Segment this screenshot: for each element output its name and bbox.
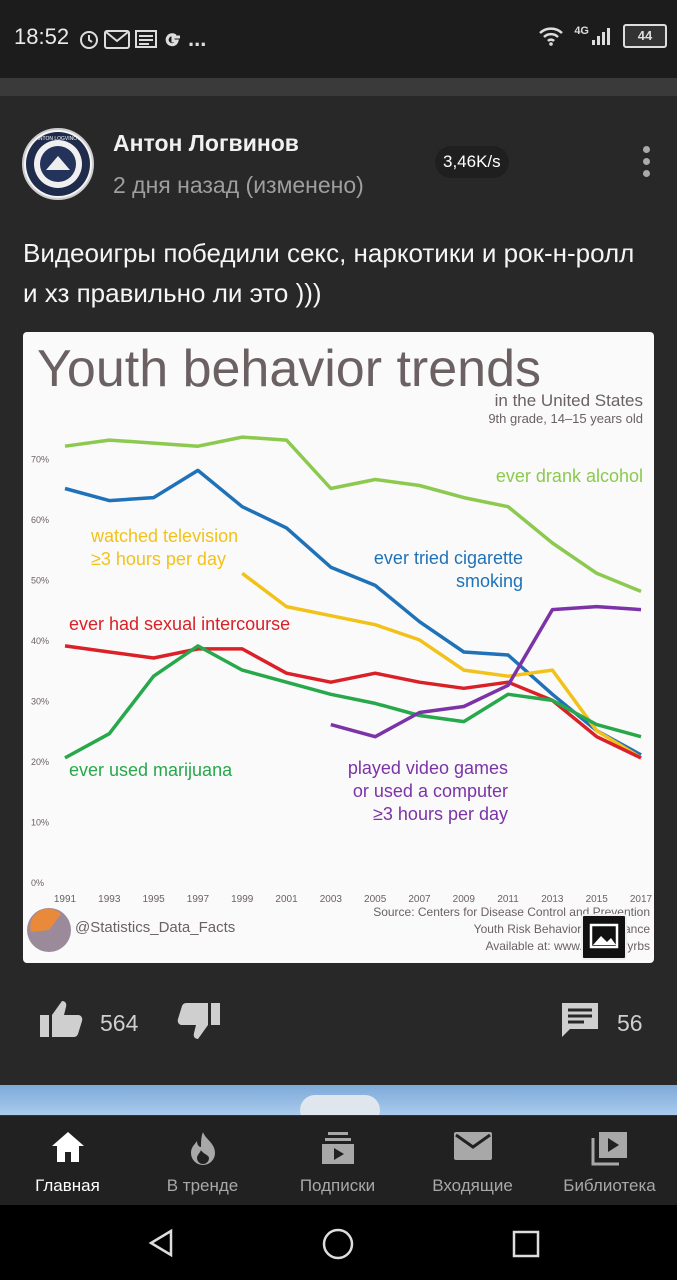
x-tick-label: 2015: [586, 894, 609, 905]
news-icon: [135, 30, 157, 48]
signal-icon: [592, 28, 610, 45]
inbox-mail-icon: [453, 1132, 492, 1160]
nav-subscriptions[interactable]: Подписки: [270, 1116, 405, 1206]
x-tick-label: 1999: [231, 894, 254, 905]
comment-icon: [562, 1003, 598, 1037]
series-label: ever had sexual intercourse: [69, 614, 290, 634]
bottom-navigation: Главная В тренде Подписки Входящие Библи…: [0, 1115, 677, 1206]
y-tick-label: 20%: [31, 757, 49, 767]
series-line-0: [64, 435, 642, 594]
y-tick-label: 60%: [31, 515, 49, 525]
more-notifications-icon: ...: [188, 26, 207, 51]
chart-title: Youth behavior trends: [37, 340, 541, 398]
series-line-5: [330, 604, 642, 739]
trending-fire-icon: [190, 1132, 215, 1165]
wifi-icon: [539, 27, 564, 46]
series-label: ever used marijuana: [69, 760, 233, 780]
x-tick-label: 2003: [320, 894, 343, 905]
x-tick-label: 2007: [408, 894, 431, 905]
x-tick-label: 2001: [275, 894, 298, 905]
post-date: 2 дня назад (изменено): [113, 172, 364, 198]
nav-library[interactable]: Библиотека: [542, 1116, 677, 1206]
x-tick-label: 2013: [541, 894, 564, 905]
battery-icon: 44: [623, 24, 667, 48]
chart-subtitle-1: in the United States: [495, 391, 643, 410]
series-label: ≥3 hours per day: [373, 804, 508, 824]
avatar-logo-icon: ANTON LOGVINOV: [26, 132, 90, 196]
like-count: 564: [100, 1010, 139, 1036]
top-divider: [0, 78, 677, 96]
comment-count: 56: [617, 1010, 643, 1036]
series-label: played video games: [348, 758, 508, 778]
gmail-icon: [104, 30, 130, 49]
nav-subscriptions-label: Подписки: [299, 1176, 376, 1195]
thumbs-down-icon: [177, 1003, 220, 1039]
y-tick-label: 50%: [31, 575, 49, 585]
series-label: or used a computer: [353, 781, 508, 801]
chart-subtitle-2: 9th grade, 14–15 years old: [488, 411, 643, 426]
watermark-logo-accent: [30, 908, 61, 932]
image-viewer-icon[interactable]: [581, 914, 627, 960]
series-line-1: [64, 468, 642, 757]
author-name[interactable]: Антон Логвинов: [113, 130, 299, 156]
home-icon: [51, 1132, 84, 1162]
community-post: ANTON LOGVINOV Антон Логвинов 2 дня наза…: [0, 96, 677, 1071]
series-line-3: [64, 644, 642, 760]
status-notification-icons: ...: [78, 26, 206, 52]
nav-library-label: Библиотека: [563, 1176, 656, 1195]
nav-trending-label: В тренде: [166, 1176, 239, 1195]
source-line-1: Source: Centers for Disease Control and …: [373, 905, 650, 919]
y-tick-label: 70%: [31, 454, 49, 464]
comments-button[interactable]: [560, 1001, 600, 1044]
x-tick-label: 1997: [187, 894, 210, 905]
nav-home-label: Главная: [35, 1176, 100, 1195]
status-system-icons: 4G 44: [538, 24, 667, 48]
x-tick-label: 1993: [98, 894, 121, 905]
y-tick-label: 10%: [31, 817, 49, 827]
x-tick-label: 2011: [497, 894, 519, 905]
series-label: ever drank alcohol: [496, 466, 643, 486]
like-button[interactable]: [40, 999, 84, 1044]
thumbs-up-icon: [40, 1001, 83, 1037]
x-tick-label: 1991: [54, 894, 77, 905]
post-image-chart[interactable]: Youth behavior trends in the United Stat…: [23, 332, 654, 963]
nav-inbox[interactable]: Входящие: [405, 1116, 540, 1206]
nav-home[interactable]: Главная: [0, 1116, 135, 1206]
subscriptions-icon: [321, 1132, 354, 1164]
next-post-thumbnail[interactable]: [0, 1085, 677, 1125]
post-text: Видеоигры победили секс, наркотики и рок…: [23, 238, 635, 308]
recents-icon[interactable]: [511, 1229, 541, 1259]
x-tick-label: 2005: [364, 894, 387, 905]
google-icon: [165, 33, 180, 47]
dislike-button[interactable]: [176, 1001, 220, 1046]
nav-inbox-label: Входящие: [432, 1176, 513, 1195]
system-navigation-bar: [0, 1205, 677, 1280]
y-tick-label: 40%: [31, 636, 49, 646]
more-options-icon[interactable]: [640, 146, 652, 178]
network-type-label: 4G: [574, 25, 589, 37]
series-label: watched television: [90, 526, 238, 546]
series-label: ≥3 hours per day: [91, 549, 226, 569]
status-time: 18:52: [14, 24, 70, 49]
series-line-2: [241, 571, 642, 760]
series-line-4: [64, 644, 642, 760]
library-icon: [591, 1132, 627, 1166]
status-bar: 18:52 ... 4G 44: [0, 0, 677, 78]
x-tick-label: 2009: [453, 894, 476, 905]
home-circle-icon[interactable]: [321, 1227, 355, 1261]
x-tick-label: 1995: [142, 894, 165, 905]
back-icon[interactable]: [145, 1227, 177, 1259]
series-label: ever tried cigarette: [374, 548, 523, 568]
alarm-icon: [80, 31, 98, 49]
series-label: smoking: [456, 571, 523, 591]
nav-trending[interactable]: В тренде: [135, 1116, 270, 1206]
avatar-logo-text: ANTON LOGVINOV: [36, 136, 82, 142]
youth-behavior-chart: Youth behavior trends in the United Stat…: [27, 340, 653, 953]
watermark-text: @Statistics_Data_Facts: [75, 919, 235, 936]
y-tick-label: 0%: [31, 878, 44, 888]
y-tick-label: 30%: [31, 696, 49, 706]
x-tick-label: 2017: [630, 894, 653, 905]
author-avatar[interactable]: ANTON LOGVINOV: [22, 128, 94, 200]
network-speed-badge: 3,46K/s: [435, 146, 509, 178]
